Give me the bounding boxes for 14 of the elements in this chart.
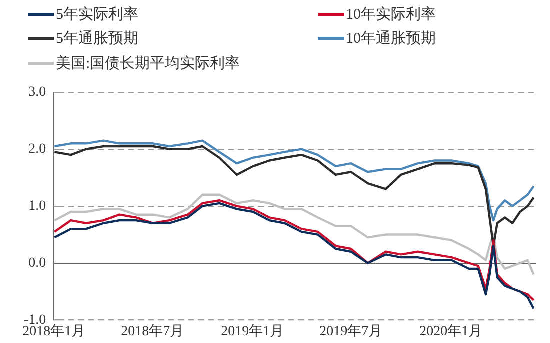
y-tick-label: 1.0 bbox=[28, 198, 46, 214]
x-tick-label: 2018年1月 bbox=[22, 323, 86, 340]
legend-label: 5年通胀预期 bbox=[56, 30, 138, 48]
legend-label: 5年实际利率 bbox=[56, 5, 138, 24]
x-tick-label: 2020年1月 bbox=[420, 323, 483, 340]
legend-label: 10年实际利率 bbox=[346, 5, 436, 24]
x-tick-label: 2019年1月 bbox=[221, 323, 284, 340]
legend-label: 美国:国债长期平均实际利率 bbox=[56, 54, 240, 73]
x-tick-label: 2018年7月 bbox=[121, 323, 184, 340]
y-tick-label: 2.0 bbox=[28, 142, 46, 158]
y-tick-label: 3.0 bbox=[28, 85, 46, 100]
x-tick-label: 2019年7月 bbox=[320, 323, 383, 340]
y-tick-label: 0.0 bbox=[28, 256, 46, 271]
legend-label: 10年通胀预期 bbox=[346, 30, 436, 48]
